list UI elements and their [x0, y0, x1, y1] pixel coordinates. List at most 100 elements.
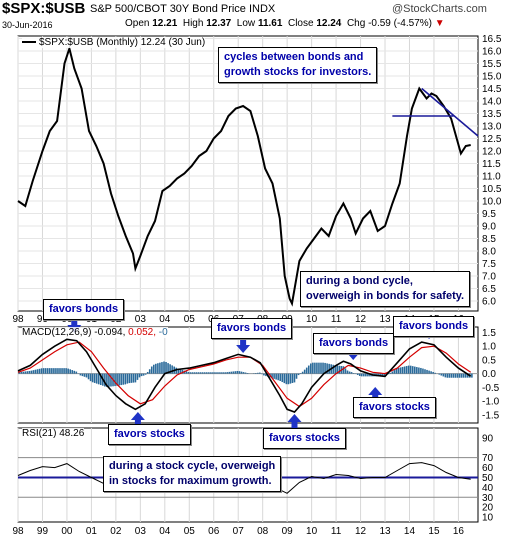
bottom-x-tick-label: 10 — [306, 526, 318, 537]
annotation-bond-cycle-line-1: during a bond cycle, — [306, 275, 413, 287]
annotation-bond-cycle-line-2: overweigh in bonds for safety. — [306, 290, 465, 302]
price-y-tick-label: 6.5 — [482, 284, 496, 295]
label-favors-bonds-2007: favors bonds — [211, 318, 293, 339]
macd-y-tick-label: 0.0 — [482, 369, 496, 380]
macd-legend-value: -0.094, — [94, 327, 126, 338]
label-favors-stocks-2003: favors stocks — [108, 424, 191, 445]
bottom-x-tick-label: 15 — [428, 526, 440, 537]
macd-y-tick-label: 1.0 — [482, 342, 496, 353]
price-x-tick-label: 05 — [184, 314, 196, 325]
price-y-tick-label: 10.0 — [482, 197, 502, 208]
price-y-tick-label: 14.5 — [482, 84, 502, 95]
rsi-y-tick-label: 60 — [482, 463, 494, 474]
annotation-stock-cycle-line-1: during a stock cycle, overweigh — [109, 460, 276, 472]
label-favors-bonds-2014: favors bonds — [393, 316, 475, 337]
bottom-x-tick-label: 09 — [282, 526, 294, 537]
ticker-description: S&P 500/CBOT 30Y Bond Price INDX — [90, 3, 276, 15]
price-series-line — [17, 44, 471, 307]
change-label: Chg — [346, 18, 366, 29]
price-y-tick-label: 14.0 — [482, 97, 502, 108]
price-x-tick-label: 03 — [135, 314, 147, 325]
open-value: 12.21 — [152, 18, 178, 29]
bottom-x-tick-label: 02 — [110, 526, 122, 537]
price-legend-text: $SPX:$USB (Monthly) 12.24 (30 Jun) — [39, 37, 206, 48]
price-x-tick-label: 99 — [37, 314, 49, 325]
arrow-icon — [130, 412, 145, 426]
price-y-tick-label: 8.5 — [482, 234, 496, 245]
rsi-y-tick-label: 10 — [482, 513, 494, 524]
macd-y-tick-label: 1.5 — [482, 328, 496, 339]
price-y-tick-label: 6.0 — [482, 297, 496, 308]
bottom-x-tick-label: 14 — [404, 526, 416, 537]
trendline-2 — [421, 87, 479, 137]
label-favors-stocks-2009: favors stocks — [263, 428, 346, 449]
bottom-x-tick-label: 13 — [379, 526, 391, 537]
macd-y-tick-label: 0.5 — [482, 355, 496, 366]
open-label: Open — [125, 18, 150, 29]
macd-signal-line — [17, 341, 472, 408]
chart-header: $SPX:$USB S&P 500/CBOT 30Y Bond Price IN… — [0, 0, 520, 36]
price-y-tick-label: 10.5 — [482, 184, 502, 195]
annotation-stock-cycle-line-2: in stocks for maximum growth. — [109, 475, 272, 487]
macd-legend: MACD(12,26,9) -0.094, 0.052, -0 — [22, 327, 168, 338]
annotation-stock-cycle: during a stock cycle, overweigh in stock… — [103, 456, 282, 492]
arrow-icon — [236, 339, 251, 353]
rsi-y-tick-label: 90 — [482, 433, 494, 444]
price-y-tick-label: 13.0 — [482, 122, 502, 133]
down-triangle-icon: ▼ — [434, 18, 445, 29]
label-favors-stocks-2012: favors stocks — [353, 397, 436, 418]
arrow-icon — [368, 387, 383, 401]
price-y-tick-label: 7.5 — [482, 259, 496, 270]
ticker-symbol: $SPX:$USB — [2, 0, 86, 17]
macd-legend-label: MACD(12,26,9) — [22, 327, 92, 338]
rsi-legend-text: RSI(21) 48.26 — [22, 428, 85, 439]
bottom-x-tick-label: 98 — [12, 526, 24, 537]
stockcharts-brand: @StockCharts.com — [392, 3, 487, 15]
bottom-x-tick-label: 05 — [184, 526, 196, 537]
price-x-tick-label: 11 — [331, 314, 342, 325]
annotation-cycles-line-2: growth stocks for investors. — [224, 66, 372, 78]
low-label: Low — [236, 18, 256, 29]
price-x-tick-label: 13 — [379, 314, 391, 325]
bottom-x-tick-label: 07 — [233, 526, 245, 537]
macd-line — [17, 338, 472, 413]
price-y-tick-label: 16.0 — [482, 47, 502, 58]
price-y-tick-label: 15.0 — [482, 72, 502, 83]
price-y-tick-label: 7.0 — [482, 272, 496, 283]
macd-y-tick-label: -1.0 — [482, 397, 500, 408]
label-favors-bonds-2011: favors bonds — [313, 333, 395, 354]
rsi-y-tick-label: 40 — [482, 483, 494, 494]
price-x-tick-label: 98 — [12, 314, 24, 325]
bottom-x-tick-label: 06 — [208, 526, 220, 537]
macd-y-tick-label: -1.5 — [482, 410, 500, 421]
rsi-legend: RSI(21) 48.26 — [22, 428, 85, 439]
quote-line: Open 12.21 High 12.37 Low 11.61 Close 12… — [125, 18, 445, 29]
price-x-tick-label: 12 — [355, 314, 367, 325]
price-y-tick-label: 13.5 — [482, 109, 502, 120]
bottom-x-tick-label: 08 — [257, 526, 269, 537]
price-y-tick-label: 8.0 — [482, 247, 496, 258]
change-value: -0.59 (-4.57%) — [368, 18, 432, 29]
chart-date: 30-Jun-2016 — [2, 20, 53, 30]
price-legend-swatch — [22, 41, 36, 44]
bottom-x-tick-label: 01 — [86, 526, 98, 537]
bottom-x-tick-label: 12 — [355, 526, 367, 537]
price-y-tick-label: 11.5 — [482, 159, 501, 170]
bottom-x-tick-label: 99 — [37, 526, 49, 537]
bottom-x-tick-label: 11 — [331, 526, 342, 537]
price-y-tick-label: 11.0 — [482, 172, 501, 183]
rsi-y-tick-label: 20 — [482, 503, 494, 514]
high-value: 12.37 — [206, 18, 232, 29]
price-x-tick-label: 04 — [159, 314, 171, 325]
price-y-tick-label: 15.5 — [482, 59, 502, 70]
label-favors-bonds-2000: favors bonds — [43, 299, 125, 320]
rsi-y-tick-label: 70 — [482, 453, 494, 464]
price-y-tick-label: 16.5 — [482, 34, 502, 45]
macd-y-tick-label: -0.5 — [482, 383, 500, 394]
bottom-x-tick-label: 16 — [453, 526, 465, 537]
price-y-tick-label: 12.5 — [482, 134, 502, 145]
bottom-x-tick-label: 04 — [159, 526, 171, 537]
annotation-cycles-line-1: cycles between bonds and — [224, 51, 364, 63]
price-y-tick-label: 9.5 — [482, 209, 496, 220]
annotation-cycles: cycles between bonds and growth stocks f… — [218, 47, 378, 83]
